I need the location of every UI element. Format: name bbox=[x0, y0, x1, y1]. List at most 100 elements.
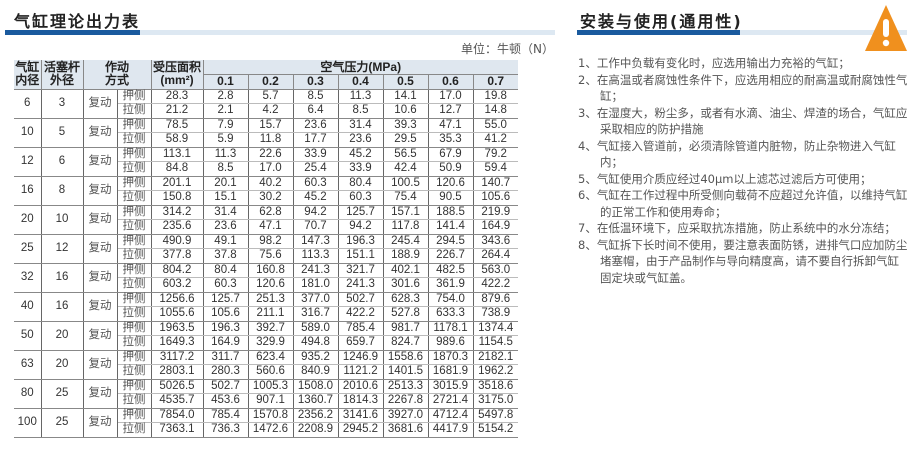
force-cell: 5.7 bbox=[248, 89, 294, 104]
force-cell: 1374.4 bbox=[473, 321, 518, 336]
force-cell: 453.6 bbox=[203, 393, 249, 409]
force-cell: 60.3 bbox=[293, 176, 339, 191]
force-cell: 151.1 bbox=[338, 248, 384, 264]
force-cell: 19.8 bbox=[473, 89, 518, 104]
area-cell: 603.2 bbox=[151, 277, 204, 293]
force-cell: 33.9 bbox=[293, 147, 339, 162]
table-row: 拉侧 58.9 5.9 11.8 17.7 23.6 29.5 35.3 41.2 bbox=[14, 132, 518, 148]
force-cell: 377.0 bbox=[293, 292, 339, 307]
usage-tip: 7、在低温环境下，应采取抗冻措施，防止系统中的水分冻结； bbox=[578, 221, 896, 235]
force-cell: 141.4 bbox=[428, 219, 474, 235]
pull-side-label: 拉侧 bbox=[117, 190, 152, 206]
pull-side-label: 拉侧 bbox=[117, 364, 152, 380]
table-row: 6 3 复动 押侧 28.3 2.8 5.7 8.5 11.3 14.1 17.0 19.8 bbox=[14, 89, 518, 119]
force-cell: 196.3 bbox=[203, 321, 249, 336]
header-bore: 气缸 内径 bbox=[14, 60, 42, 90]
force-cell: 20.1 bbox=[203, 176, 249, 191]
header-area: 受压面积 (mm²) bbox=[151, 60, 204, 90]
pull-side-label: 拉侧 bbox=[117, 335, 152, 351]
push-side-label: 押侧 bbox=[117, 118, 152, 133]
force-cell: 15.1 bbox=[203, 190, 249, 206]
force-cell: 736.3 bbox=[203, 422, 249, 438]
force-cell: 589.0 bbox=[293, 321, 339, 336]
table-row: 拉侧 1055.6 105.6 211.1 316.7 422.2 527.8 633.3 73… bbox=[14, 306, 518, 322]
force-cell: 563.0 bbox=[473, 263, 518, 278]
table-row: 63 20 复动 押侧 3117.2 311.7 623.4 935.2 1246.9 1558.… bbox=[14, 350, 518, 380]
rod-cell: 20 bbox=[41, 321, 84, 351]
area-cell: 78.5 bbox=[151, 118, 204, 133]
force-cell: 2182.1 bbox=[473, 350, 518, 365]
bore-cell: 100 bbox=[14, 408, 42, 438]
force-cell: 6.4 bbox=[293, 103, 339, 119]
force-cell: 824.7 bbox=[383, 335, 429, 351]
table-row: 50 20 复动 押侧 1963.5 196.3 392.7 589.0 785.4 981.7 1… bbox=[14, 321, 518, 351]
usage-tip: 3、在湿度大，粉尘多，或者有水滴、油尘、焊渣的场合，气缸应采取相应的防护措施 bbox=[578, 105, 908, 137]
rod-cell: 10 bbox=[41, 205, 84, 235]
mode-cell: 复动 bbox=[83, 321, 118, 351]
force-cell: 633.3 bbox=[428, 306, 474, 322]
force-cell: 31.4 bbox=[203, 205, 249, 220]
force-cell: 164.9 bbox=[473, 219, 518, 235]
area-cell: 7854.0 bbox=[151, 408, 204, 423]
force-cell: 55.0 bbox=[473, 118, 518, 133]
pull-side-label: 拉侧 bbox=[117, 422, 152, 438]
table-row: 拉侧 603.2 60.3 120.6 181.0 241.3 301.6 361.9 422.… bbox=[14, 277, 518, 293]
unit-label: 单位：牛顿（N） bbox=[461, 42, 554, 56]
force-cell: 196.3 bbox=[338, 234, 384, 249]
force-cell: 31.4 bbox=[338, 118, 384, 133]
force-cell: 422.2 bbox=[338, 306, 384, 322]
force-cell: 219.9 bbox=[473, 205, 518, 220]
table-row: 40 16 复动 押侧 1256.6 125.7 251.3 377.0 502.7 628.3 7… bbox=[14, 292, 518, 322]
force-cell: 79.2 bbox=[473, 147, 518, 162]
force-cell: 2.8 bbox=[203, 89, 249, 104]
force-cell: 1870.3 bbox=[428, 350, 474, 365]
force-cell: 1814.3 bbox=[338, 393, 384, 409]
table-row: 100 25 复动 押侧 7854.0 785.4 1570.8 2356.2 3141.6 39… bbox=[14, 408, 518, 438]
force-cell: 8.5 bbox=[293, 89, 339, 104]
force-cell: 70.7 bbox=[293, 219, 339, 235]
pull-side-label: 拉侧 bbox=[117, 248, 152, 264]
force-cell: 343.6 bbox=[473, 234, 518, 249]
force-cell: 157.1 bbox=[383, 205, 429, 220]
force-cell: 3175.0 bbox=[473, 393, 518, 409]
usage-tip: 5、气缸使用介质应经过40μm以上滤芯过滤后方可使用； bbox=[578, 171, 872, 186]
force-cell: 140.7 bbox=[473, 176, 518, 191]
force-cell: 164.9 bbox=[203, 335, 249, 351]
force-cell: 361.9 bbox=[428, 277, 474, 293]
force-cell: 2208.9 bbox=[293, 422, 339, 438]
force-cell: 40.2 bbox=[248, 176, 294, 191]
pull-side-label: 拉侧 bbox=[117, 103, 152, 119]
force-cell: 311.7 bbox=[203, 350, 249, 365]
usage-tip: 8、气缸拆下长时间不使用，要注意表面防锈，进排气口应加防尘堵塞帽，由于产品制作与… bbox=[578, 237, 908, 285]
force-cell: 41.2 bbox=[473, 132, 518, 148]
force-cell: 1508.0 bbox=[293, 379, 339, 394]
force-cell: 188.9 bbox=[383, 248, 429, 264]
table-row: 25 12 复动 押侧 490.9 49.1 98.2 147.3 196.3 245.4 294.… bbox=[14, 234, 518, 264]
table-row: 拉侧 377.8 37.8 75.6 113.3 151.1 188.9 226.7 264.4 bbox=[14, 248, 518, 264]
force-cell: 1005.3 bbox=[248, 379, 294, 394]
force-cell: 7.9 bbox=[203, 118, 249, 133]
force-cell: 75.4 bbox=[383, 190, 429, 206]
bore-cell: 16 bbox=[14, 176, 42, 206]
mode-cell: 复动 bbox=[83, 205, 118, 235]
force-cell: 2945.2 bbox=[338, 422, 384, 438]
force-cell: 8.5 bbox=[203, 161, 249, 177]
header-action: 作动 方式 bbox=[83, 60, 152, 90]
force-cell: 47.1 bbox=[248, 219, 294, 235]
pull-side-label: 拉侧 bbox=[117, 277, 152, 293]
mode-cell: 复动 bbox=[83, 89, 118, 119]
push-side-label: 押侧 bbox=[117, 147, 152, 162]
force-cell: 3518.6 bbox=[473, 379, 518, 394]
force-cell: 226.7 bbox=[428, 248, 474, 264]
usage-tip: 4、气缸接入管道前，必须清除管道内脏物，防止杂物进入气缸内； bbox=[578, 138, 896, 170]
force-cell: 422.2 bbox=[473, 277, 518, 293]
force-cell: 2.1 bbox=[203, 103, 249, 119]
force-cell: 251.3 bbox=[248, 292, 294, 307]
table-row: 拉侧 84.8 8.5 17.0 25.4 33.9 42.4 50.9 59.4 bbox=[14, 161, 518, 177]
area-cell: 377.8 bbox=[151, 248, 204, 264]
push-side-label: 押侧 bbox=[117, 379, 152, 394]
force-cell: 14.1 bbox=[383, 89, 429, 104]
table-row: 12 6 复动 押侧 113.1 11.3 22.6 33.9 45.2 56.5 67.9 79.2 bbox=[14, 147, 518, 177]
push-side-label: 押侧 bbox=[117, 176, 152, 191]
force-cell: 17.0 bbox=[428, 89, 474, 104]
